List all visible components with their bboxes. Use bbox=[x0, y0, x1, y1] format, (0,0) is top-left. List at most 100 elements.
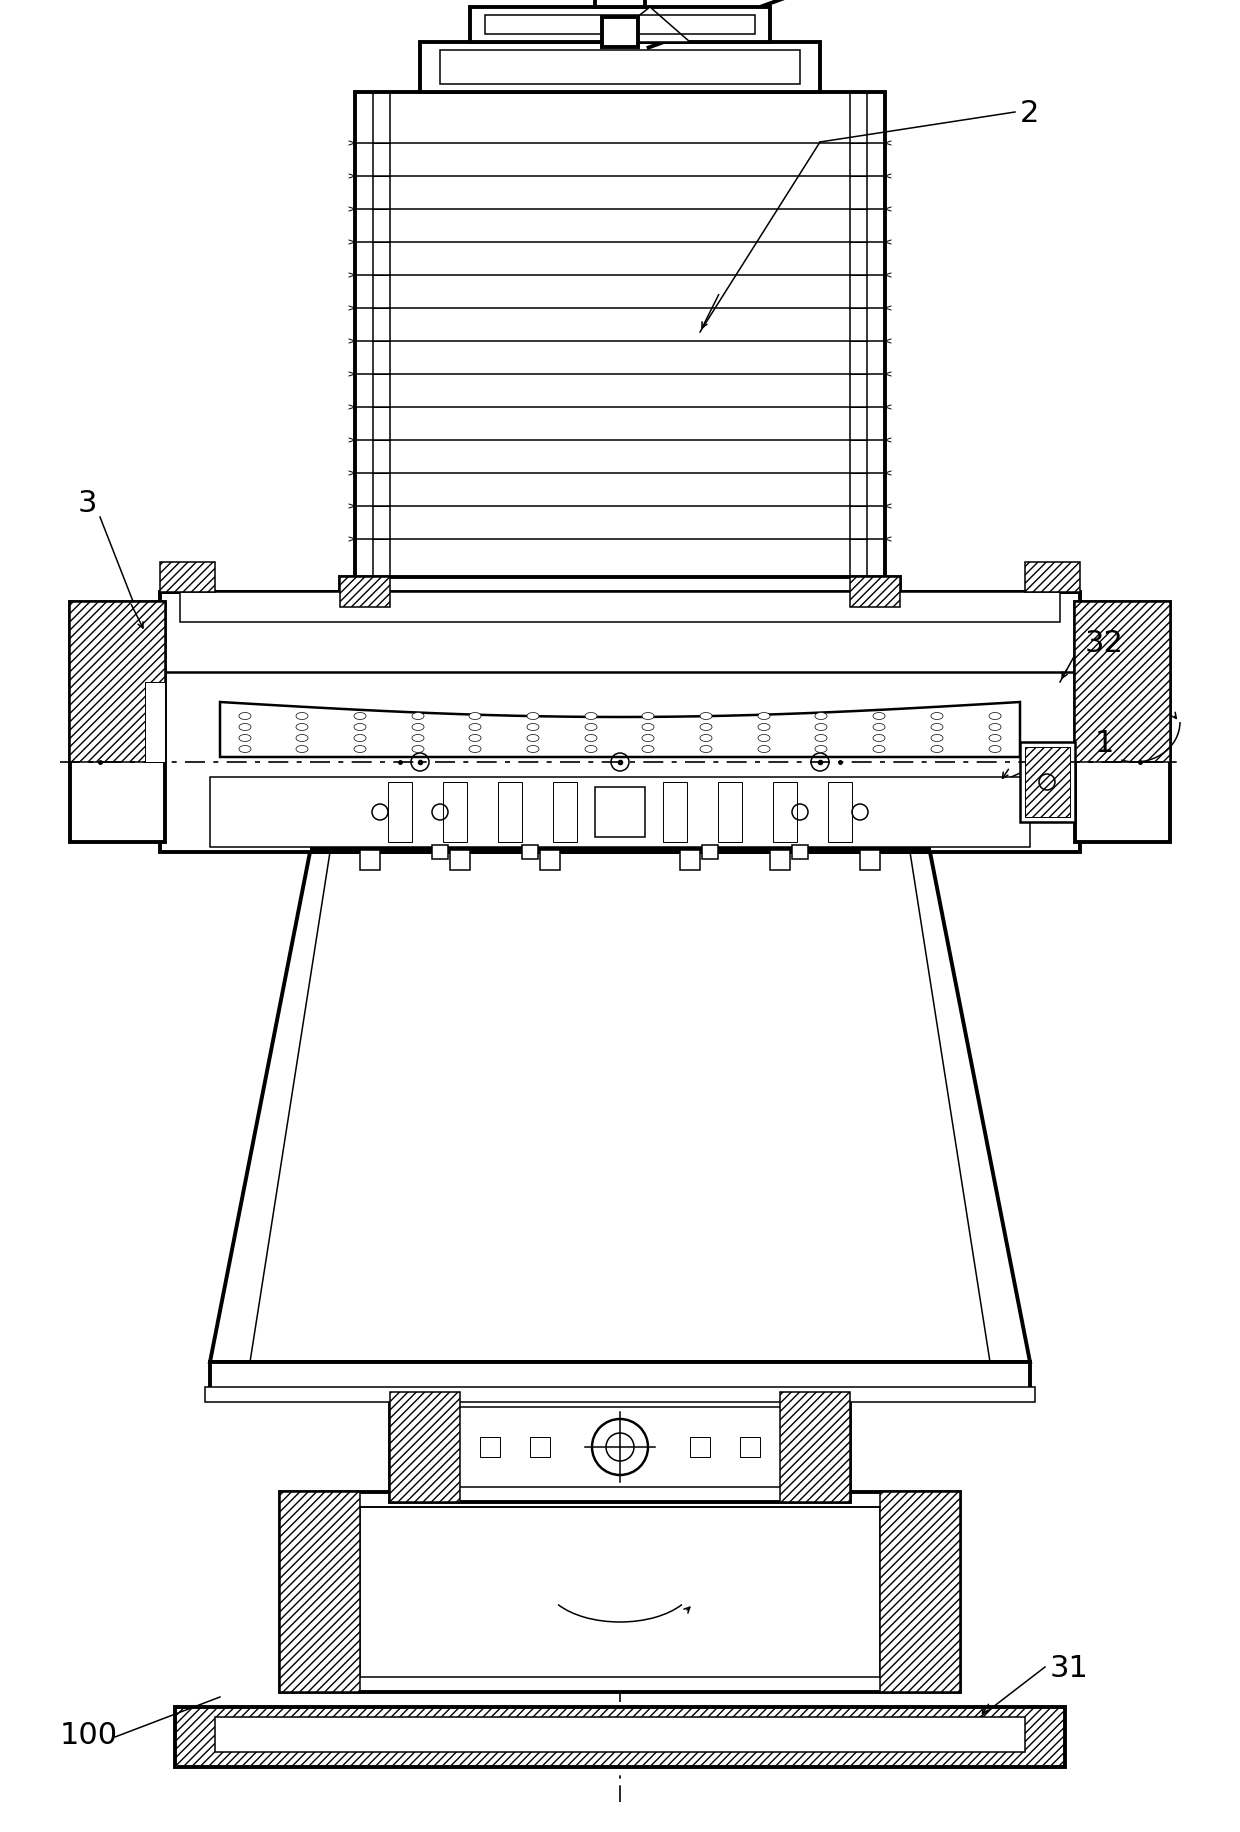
Polygon shape bbox=[605, 7, 689, 42]
Ellipse shape bbox=[815, 735, 827, 742]
Ellipse shape bbox=[412, 713, 424, 720]
Bar bbox=[210, 1361, 1030, 1398]
Ellipse shape bbox=[642, 746, 653, 753]
Ellipse shape bbox=[239, 724, 250, 731]
Bar bbox=[770, 850, 790, 870]
Ellipse shape bbox=[931, 713, 942, 720]
Ellipse shape bbox=[931, 746, 942, 753]
Ellipse shape bbox=[873, 713, 885, 720]
Bar bbox=[360, 1508, 880, 1676]
Ellipse shape bbox=[412, 735, 424, 742]
Ellipse shape bbox=[931, 735, 942, 742]
Ellipse shape bbox=[353, 713, 366, 720]
Bar bbox=[160, 562, 215, 592]
Bar bbox=[215, 1717, 1025, 1751]
Bar bbox=[420, 42, 820, 92]
Text: 100: 100 bbox=[60, 1720, 118, 1750]
Text: 32: 32 bbox=[1085, 628, 1123, 658]
Ellipse shape bbox=[815, 724, 827, 731]
Ellipse shape bbox=[469, 713, 481, 720]
Bar bbox=[1025, 747, 1070, 817]
Ellipse shape bbox=[701, 713, 712, 720]
Bar bbox=[595, 788, 645, 837]
Bar bbox=[1025, 562, 1080, 592]
Ellipse shape bbox=[990, 724, 1001, 731]
Text: 1: 1 bbox=[1095, 729, 1115, 758]
Ellipse shape bbox=[296, 713, 308, 720]
Bar bbox=[180, 592, 1060, 623]
Bar bbox=[553, 782, 577, 843]
Bar bbox=[849, 577, 900, 606]
Ellipse shape bbox=[642, 713, 653, 720]
Bar bbox=[340, 577, 391, 606]
Bar bbox=[529, 1436, 551, 1456]
Ellipse shape bbox=[527, 746, 539, 753]
Ellipse shape bbox=[412, 746, 424, 753]
Ellipse shape bbox=[701, 735, 712, 742]
Bar bbox=[702, 845, 718, 859]
Ellipse shape bbox=[758, 735, 770, 742]
Bar bbox=[69, 603, 165, 762]
Ellipse shape bbox=[642, 735, 653, 742]
Ellipse shape bbox=[469, 735, 481, 742]
Bar bbox=[388, 782, 412, 843]
Bar bbox=[391, 1392, 460, 1502]
Bar bbox=[470, 7, 770, 42]
Bar bbox=[360, 850, 379, 870]
Bar bbox=[280, 1491, 360, 1693]
Ellipse shape bbox=[412, 724, 424, 731]
Bar bbox=[1075, 603, 1171, 843]
Ellipse shape bbox=[701, 746, 712, 753]
Bar bbox=[522, 845, 538, 859]
Ellipse shape bbox=[585, 713, 596, 720]
Ellipse shape bbox=[990, 735, 1001, 742]
Bar bbox=[373, 92, 867, 592]
Bar bbox=[485, 15, 755, 35]
Bar bbox=[780, 1392, 849, 1502]
Text: 2: 2 bbox=[1021, 99, 1039, 128]
Bar bbox=[175, 1707, 1065, 1768]
Ellipse shape bbox=[990, 746, 1001, 753]
Bar bbox=[391, 92, 849, 592]
Bar bbox=[773, 782, 797, 843]
Bar bbox=[450, 850, 470, 870]
Ellipse shape bbox=[239, 735, 250, 742]
Bar bbox=[663, 782, 687, 843]
Bar bbox=[1075, 603, 1171, 762]
Bar bbox=[69, 603, 165, 843]
Ellipse shape bbox=[296, 746, 308, 753]
Bar bbox=[595, 0, 645, 7]
Ellipse shape bbox=[353, 724, 366, 731]
Bar bbox=[340, 577, 900, 606]
Ellipse shape bbox=[585, 724, 596, 731]
Bar bbox=[740, 1436, 760, 1456]
Ellipse shape bbox=[296, 735, 308, 742]
Ellipse shape bbox=[873, 735, 885, 742]
Bar bbox=[432, 845, 448, 859]
Ellipse shape bbox=[701, 724, 712, 731]
Ellipse shape bbox=[469, 746, 481, 753]
Ellipse shape bbox=[873, 746, 885, 753]
Bar bbox=[480, 1436, 500, 1456]
Ellipse shape bbox=[353, 735, 366, 742]
Ellipse shape bbox=[353, 746, 366, 753]
Polygon shape bbox=[210, 852, 1030, 1361]
Bar bbox=[880, 1491, 960, 1693]
Bar bbox=[440, 49, 800, 84]
Ellipse shape bbox=[758, 713, 770, 720]
Ellipse shape bbox=[527, 735, 539, 742]
Ellipse shape bbox=[527, 713, 539, 720]
Bar bbox=[391, 1392, 849, 1502]
Bar bbox=[310, 845, 930, 852]
Bar bbox=[205, 1387, 1035, 1401]
Text: 31: 31 bbox=[1050, 1654, 1089, 1684]
Polygon shape bbox=[219, 702, 1021, 757]
Bar bbox=[792, 845, 808, 859]
Ellipse shape bbox=[585, 746, 596, 753]
Text: 3: 3 bbox=[78, 489, 98, 518]
Bar bbox=[280, 1491, 960, 1693]
Ellipse shape bbox=[931, 724, 942, 731]
Bar bbox=[498, 782, 522, 843]
Bar bbox=[601, 16, 639, 48]
Ellipse shape bbox=[873, 724, 885, 731]
